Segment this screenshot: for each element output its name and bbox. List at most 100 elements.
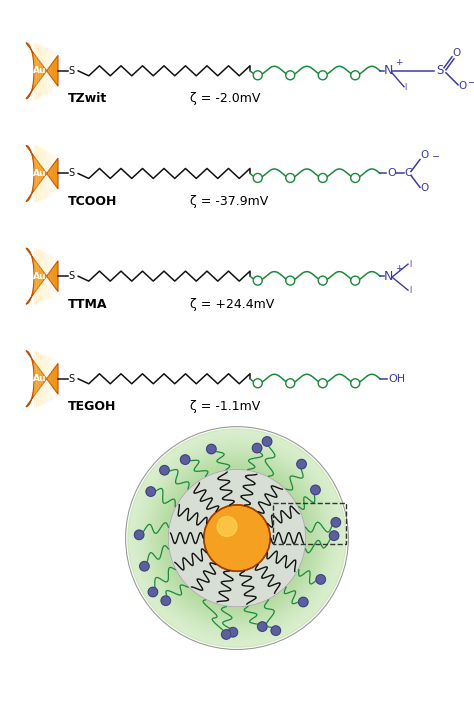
Circle shape — [253, 71, 262, 80]
Bar — [54, 52, 56, 89]
Circle shape — [351, 173, 360, 183]
Bar — [46, 356, 48, 401]
Text: ζ = -2.0mV: ζ = -2.0mV — [190, 92, 260, 105]
Text: O: O — [420, 183, 428, 193]
Bar — [46, 48, 48, 93]
Circle shape — [210, 511, 262, 563]
Bar — [38, 353, 40, 405]
Circle shape — [148, 587, 158, 597]
Circle shape — [220, 523, 247, 549]
Circle shape — [158, 459, 316, 617]
Text: Au: Au — [33, 375, 46, 383]
Text: O: O — [387, 169, 396, 178]
Bar — [42, 47, 44, 95]
Text: ζ = -1.1mV: ζ = -1.1mV — [190, 400, 260, 413]
Circle shape — [174, 476, 300, 600]
Bar — [42, 149, 44, 198]
Text: N: N — [384, 64, 393, 77]
Circle shape — [216, 518, 253, 555]
Circle shape — [207, 508, 265, 566]
Circle shape — [205, 506, 269, 570]
Circle shape — [207, 508, 266, 568]
Circle shape — [286, 379, 295, 388]
Circle shape — [135, 530, 144, 539]
Text: TZwit: TZwit — [68, 92, 107, 105]
Circle shape — [222, 525, 245, 547]
Bar — [52, 256, 54, 296]
Bar — [50, 358, 52, 399]
Bar — [56, 361, 58, 396]
Circle shape — [318, 173, 327, 183]
Circle shape — [181, 455, 190, 464]
Circle shape — [215, 517, 255, 556]
Circle shape — [154, 455, 320, 622]
Text: Au: Au — [33, 67, 46, 75]
Circle shape — [204, 505, 270, 571]
Bar — [40, 45, 42, 96]
Circle shape — [286, 71, 295, 80]
Bar — [273, 503, 346, 544]
Circle shape — [214, 515, 257, 559]
Circle shape — [140, 561, 149, 571]
Circle shape — [286, 173, 295, 183]
Circle shape — [160, 462, 314, 615]
Text: S: S — [68, 169, 74, 178]
Circle shape — [170, 471, 304, 605]
Circle shape — [221, 524, 246, 548]
Bar — [38, 45, 40, 97]
Circle shape — [351, 379, 360, 388]
Bar — [42, 355, 44, 403]
Text: +: + — [395, 263, 402, 273]
Bar — [34, 248, 36, 304]
Text: TEGOH: TEGOH — [68, 400, 117, 413]
Circle shape — [181, 482, 292, 594]
PathPatch shape — [26, 248, 58, 304]
Bar — [46, 151, 48, 196]
Circle shape — [229, 532, 235, 537]
Bar — [44, 47, 46, 94]
Bar — [44, 150, 46, 197]
Circle shape — [161, 596, 171, 605]
Text: Au: Au — [33, 272, 46, 280]
Bar — [40, 353, 42, 404]
Circle shape — [211, 513, 260, 562]
Bar — [56, 156, 58, 191]
Circle shape — [225, 527, 241, 543]
Text: S: S — [68, 271, 74, 281]
Bar — [48, 255, 50, 297]
Circle shape — [177, 478, 297, 598]
Circle shape — [318, 71, 327, 80]
Text: S: S — [68, 66, 74, 76]
Circle shape — [167, 469, 307, 607]
Bar — [50, 153, 52, 194]
Circle shape — [271, 626, 281, 635]
Text: ζ = -37.9mV: ζ = -37.9mV — [190, 195, 268, 208]
Circle shape — [160, 465, 169, 475]
Bar — [40, 251, 42, 302]
Circle shape — [226, 528, 240, 542]
Circle shape — [220, 522, 248, 550]
PathPatch shape — [26, 145, 58, 202]
Bar — [56, 53, 58, 88]
Bar — [42, 252, 44, 300]
Text: ζ = +24.4mV: ζ = +24.4mV — [190, 297, 274, 311]
PathPatch shape — [26, 350, 58, 407]
Bar — [36, 147, 38, 200]
Text: OH: OH — [388, 374, 405, 384]
Circle shape — [128, 429, 346, 647]
Circle shape — [204, 505, 270, 571]
Circle shape — [156, 457, 318, 620]
Text: Au: Au — [33, 169, 46, 178]
Circle shape — [165, 466, 309, 610]
Bar — [52, 51, 54, 91]
Text: I: I — [409, 285, 411, 295]
Circle shape — [217, 519, 252, 554]
Circle shape — [224, 527, 242, 544]
Circle shape — [213, 514, 258, 559]
Circle shape — [351, 276, 360, 285]
Text: C: C — [404, 169, 412, 178]
Text: S: S — [68, 374, 74, 384]
Circle shape — [218, 520, 251, 553]
Bar — [38, 147, 40, 200]
Circle shape — [262, 437, 272, 446]
